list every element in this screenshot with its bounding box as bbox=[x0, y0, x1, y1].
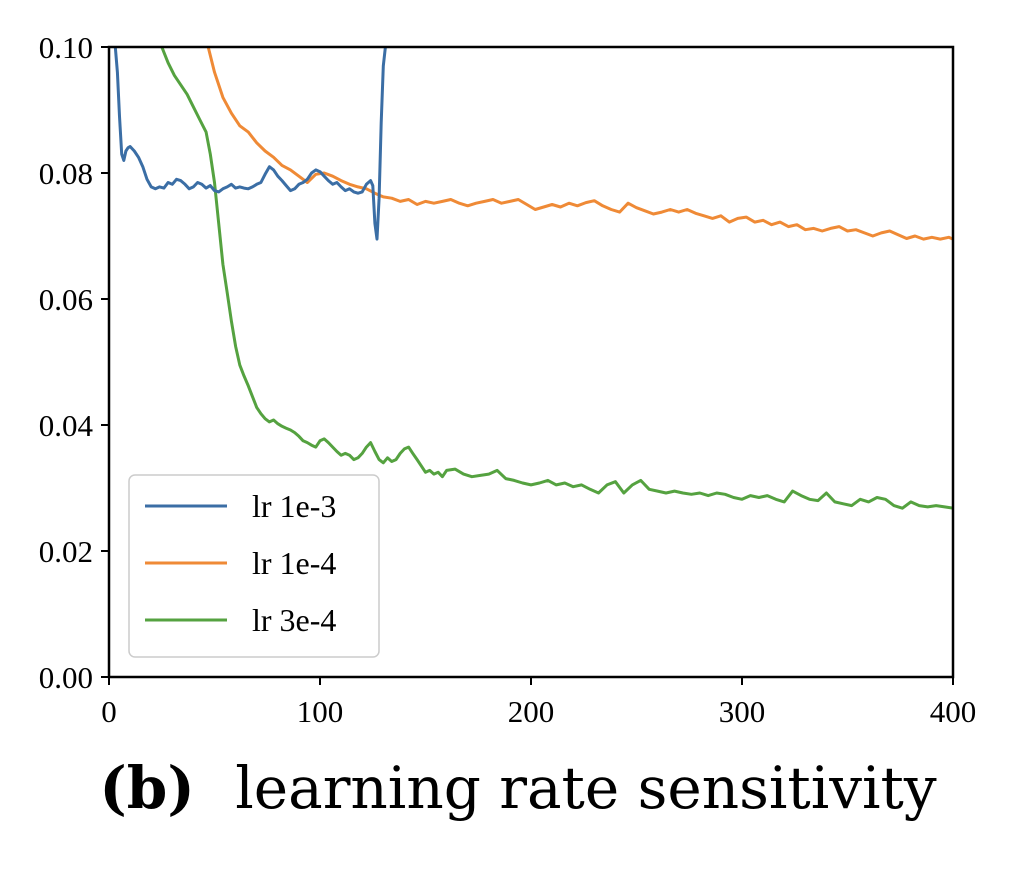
x-tick-label: 200 bbox=[508, 694, 555, 729]
series-line-lr-1e-3 bbox=[113, 47, 387, 241]
y-tick-label: 0.04 bbox=[39, 408, 94, 443]
y-tick-label: 0.08 bbox=[39, 156, 93, 191]
x-tick-label: 400 bbox=[930, 694, 977, 729]
legend-box bbox=[128, 474, 380, 658]
series-layer bbox=[113, 47, 953, 510]
caption-text: learning rate sensitivity bbox=[235, 754, 937, 822]
y-tick-label: 0.06 bbox=[39, 282, 93, 317]
y-tick-label: 0.10 bbox=[39, 30, 93, 65]
series-line-lr-1e-4 bbox=[206, 47, 953, 241]
series-line-lr-3e-4 bbox=[160, 47, 953, 510]
x-tick-label: 300 bbox=[719, 694, 766, 729]
caption-label: (b) bbox=[99, 754, 194, 822]
legend-label-lr-1e-4: lr 1e-4 bbox=[252, 545, 336, 581]
y-axis: 0.00 0.02 0.04 0.06 0.08 0.10 bbox=[39, 30, 109, 695]
x-tick-label: 0 bbox=[101, 694, 117, 729]
legend-label-lr-3e-4: lr 3e-4 bbox=[252, 602, 336, 638]
legend: lr 1e-3 lr 1e-4 lr 3e-4 bbox=[128, 474, 380, 658]
y-tick-label: 0.00 bbox=[39, 660, 93, 695]
x-tick-label: 100 bbox=[297, 694, 344, 729]
figure-caption: (b) learning rate sensitivity bbox=[99, 754, 937, 822]
y-tick-label: 0.02 bbox=[39, 534, 93, 569]
x-axis: 0 100 200 300 400 bbox=[101, 677, 976, 729]
legend-label-lr-1e-3: lr 1e-3 bbox=[252, 488, 336, 524]
